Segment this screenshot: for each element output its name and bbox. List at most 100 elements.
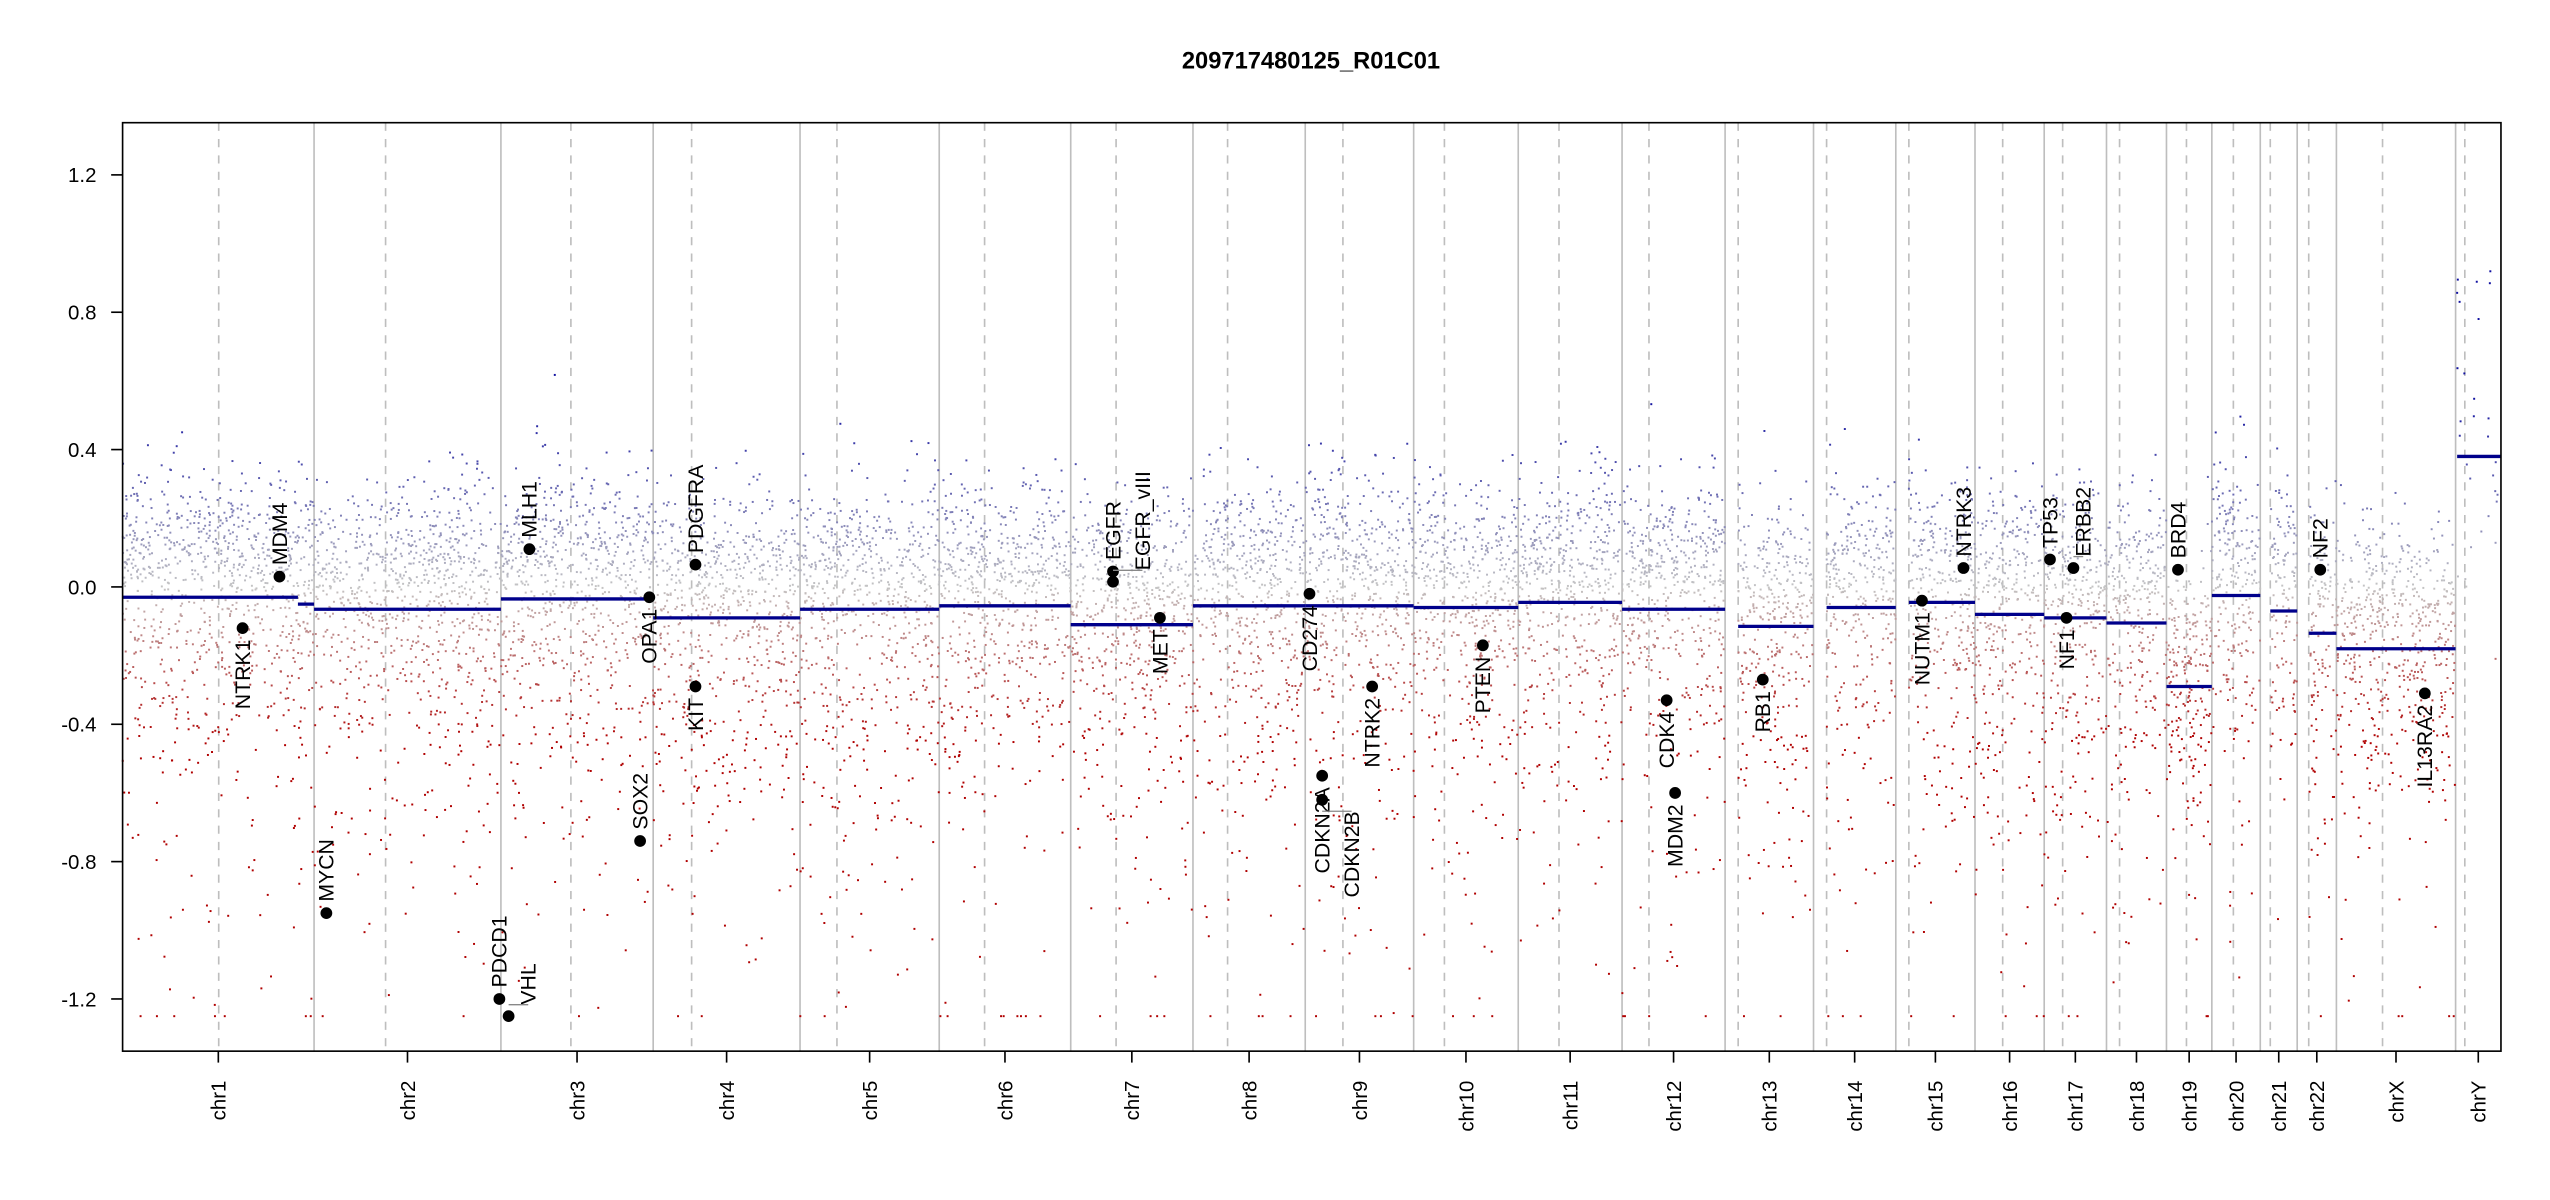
probe-point [192,724,195,727]
probe-point [448,526,451,529]
probe-point [1051,547,1054,550]
probe-point [1122,814,1125,817]
probe-point [635,506,638,509]
probe-point [1176,522,1179,525]
probe-point [767,666,770,669]
probe-point [439,667,442,670]
probe-point [268,528,271,531]
probe-point [553,535,556,538]
probe-point [957,661,960,664]
probe-point [468,624,471,627]
probe-point [724,521,727,524]
probe-point [191,569,194,572]
probe-point [990,633,993,636]
probe-point [1110,601,1113,604]
probe-point [447,488,450,490]
probe-point [518,743,521,745]
probe-point [381,632,384,635]
probe-point [385,541,388,544]
probe-point [1148,750,1151,753]
probe-point [961,785,964,788]
probe-point [866,734,869,737]
probe-point [934,543,937,546]
probe-point [1046,705,1049,708]
probe-point [470,519,473,522]
probe-point [329,585,332,588]
probe-point [950,492,953,495]
probe-point [558,603,561,606]
probe-point [241,555,244,558]
probe-point [289,554,292,557]
probe-point [1053,515,1056,518]
probe-point [983,522,986,525]
probe-point [460,702,463,705]
probe-point [240,508,243,511]
probe-point [1015,506,1018,509]
probe-point [397,761,400,764]
probe-point [654,521,656,524]
probe-point [809,823,812,826]
probe-point [589,661,592,664]
probe-point [729,500,732,503]
probe-point [359,668,362,671]
probe-point [1020,546,1022,549]
probe-point [993,640,996,643]
probe-point [1151,589,1154,592]
probe-point [357,514,360,516]
probe-point [1180,540,1183,543]
probe-point [140,539,143,541]
probe-point [833,562,836,565]
probe-point [1123,607,1126,610]
probe-point [478,628,481,631]
probe-point [836,575,839,578]
probe-point [1056,576,1059,579]
probe-point [361,716,364,719]
probe-point [270,705,273,708]
probe-point [791,517,794,520]
probe-point [585,818,588,821]
probe-point [680,596,683,599]
probe-point [702,478,705,481]
probe-point [1072,613,1075,616]
probe-point [1124,609,1127,612]
probe-point [1156,514,1159,517]
probe-point [179,613,182,616]
probe-point [307,631,310,634]
probe-point [777,639,780,642]
probe-point [707,596,710,599]
probe-point [439,553,442,556]
probe-point [1184,573,1187,576]
probe-point [564,549,567,551]
probe-point [779,678,782,681]
probe-point [714,562,717,565]
probe-point [293,725,296,728]
probe-point [770,640,773,643]
probe-point [374,516,377,519]
probe-point [450,602,453,605]
probe-point [1158,594,1161,597]
probe-point [310,544,313,547]
probe-point [330,571,332,574]
probe-point [1065,636,1068,639]
probe-point [563,627,566,630]
probe-point [1075,605,1078,608]
probe-point [1065,568,1068,571]
probe-point [130,541,133,544]
probe-point [565,519,568,522]
probe-point [510,535,513,538]
probe-point [822,738,825,741]
probe-point [904,616,907,619]
probe-point [295,612,298,615]
probe-point [182,475,185,478]
probe-point [214,538,217,541]
probe-point [827,597,830,600]
probe-point [517,610,520,613]
probe-point [565,713,568,716]
probe-point [477,612,480,615]
probe-point [1135,626,1138,629]
probe-point [204,558,207,561]
probe-point [292,698,295,701]
probe-point [793,853,796,856]
probe-point [1185,560,1188,563]
probe-point [584,523,587,526]
